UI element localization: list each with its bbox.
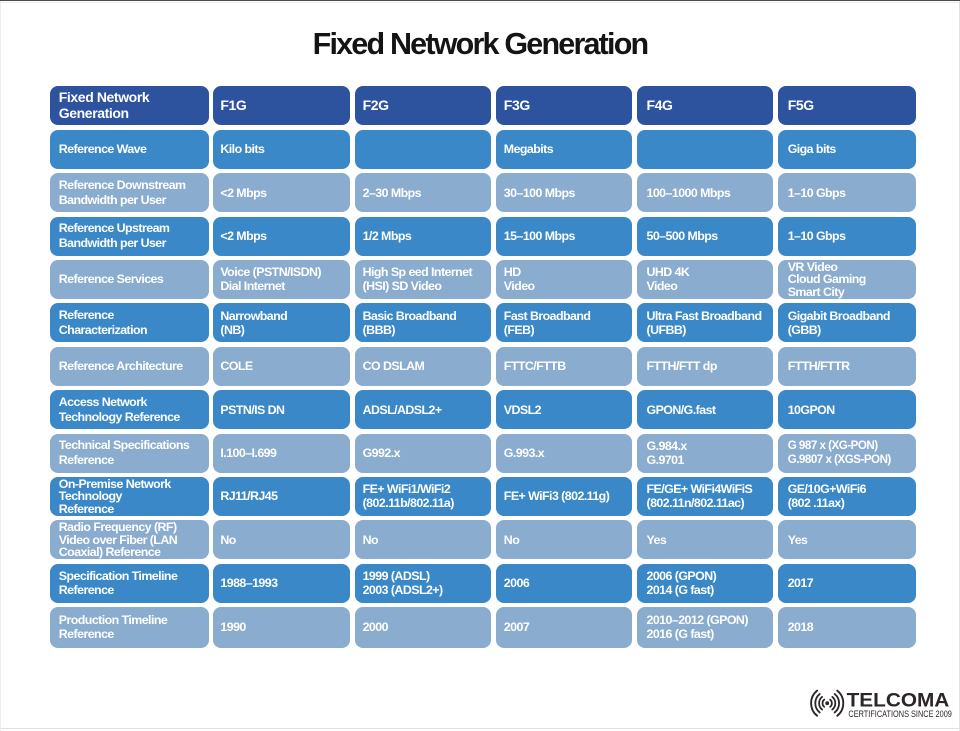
svg-text:TELCOMA: TELCOMA [847,689,950,711]
svg-text:CERTIFICATIONS SINCE 2009: CERTIFICATIONS SINCE 2009 [848,709,952,719]
